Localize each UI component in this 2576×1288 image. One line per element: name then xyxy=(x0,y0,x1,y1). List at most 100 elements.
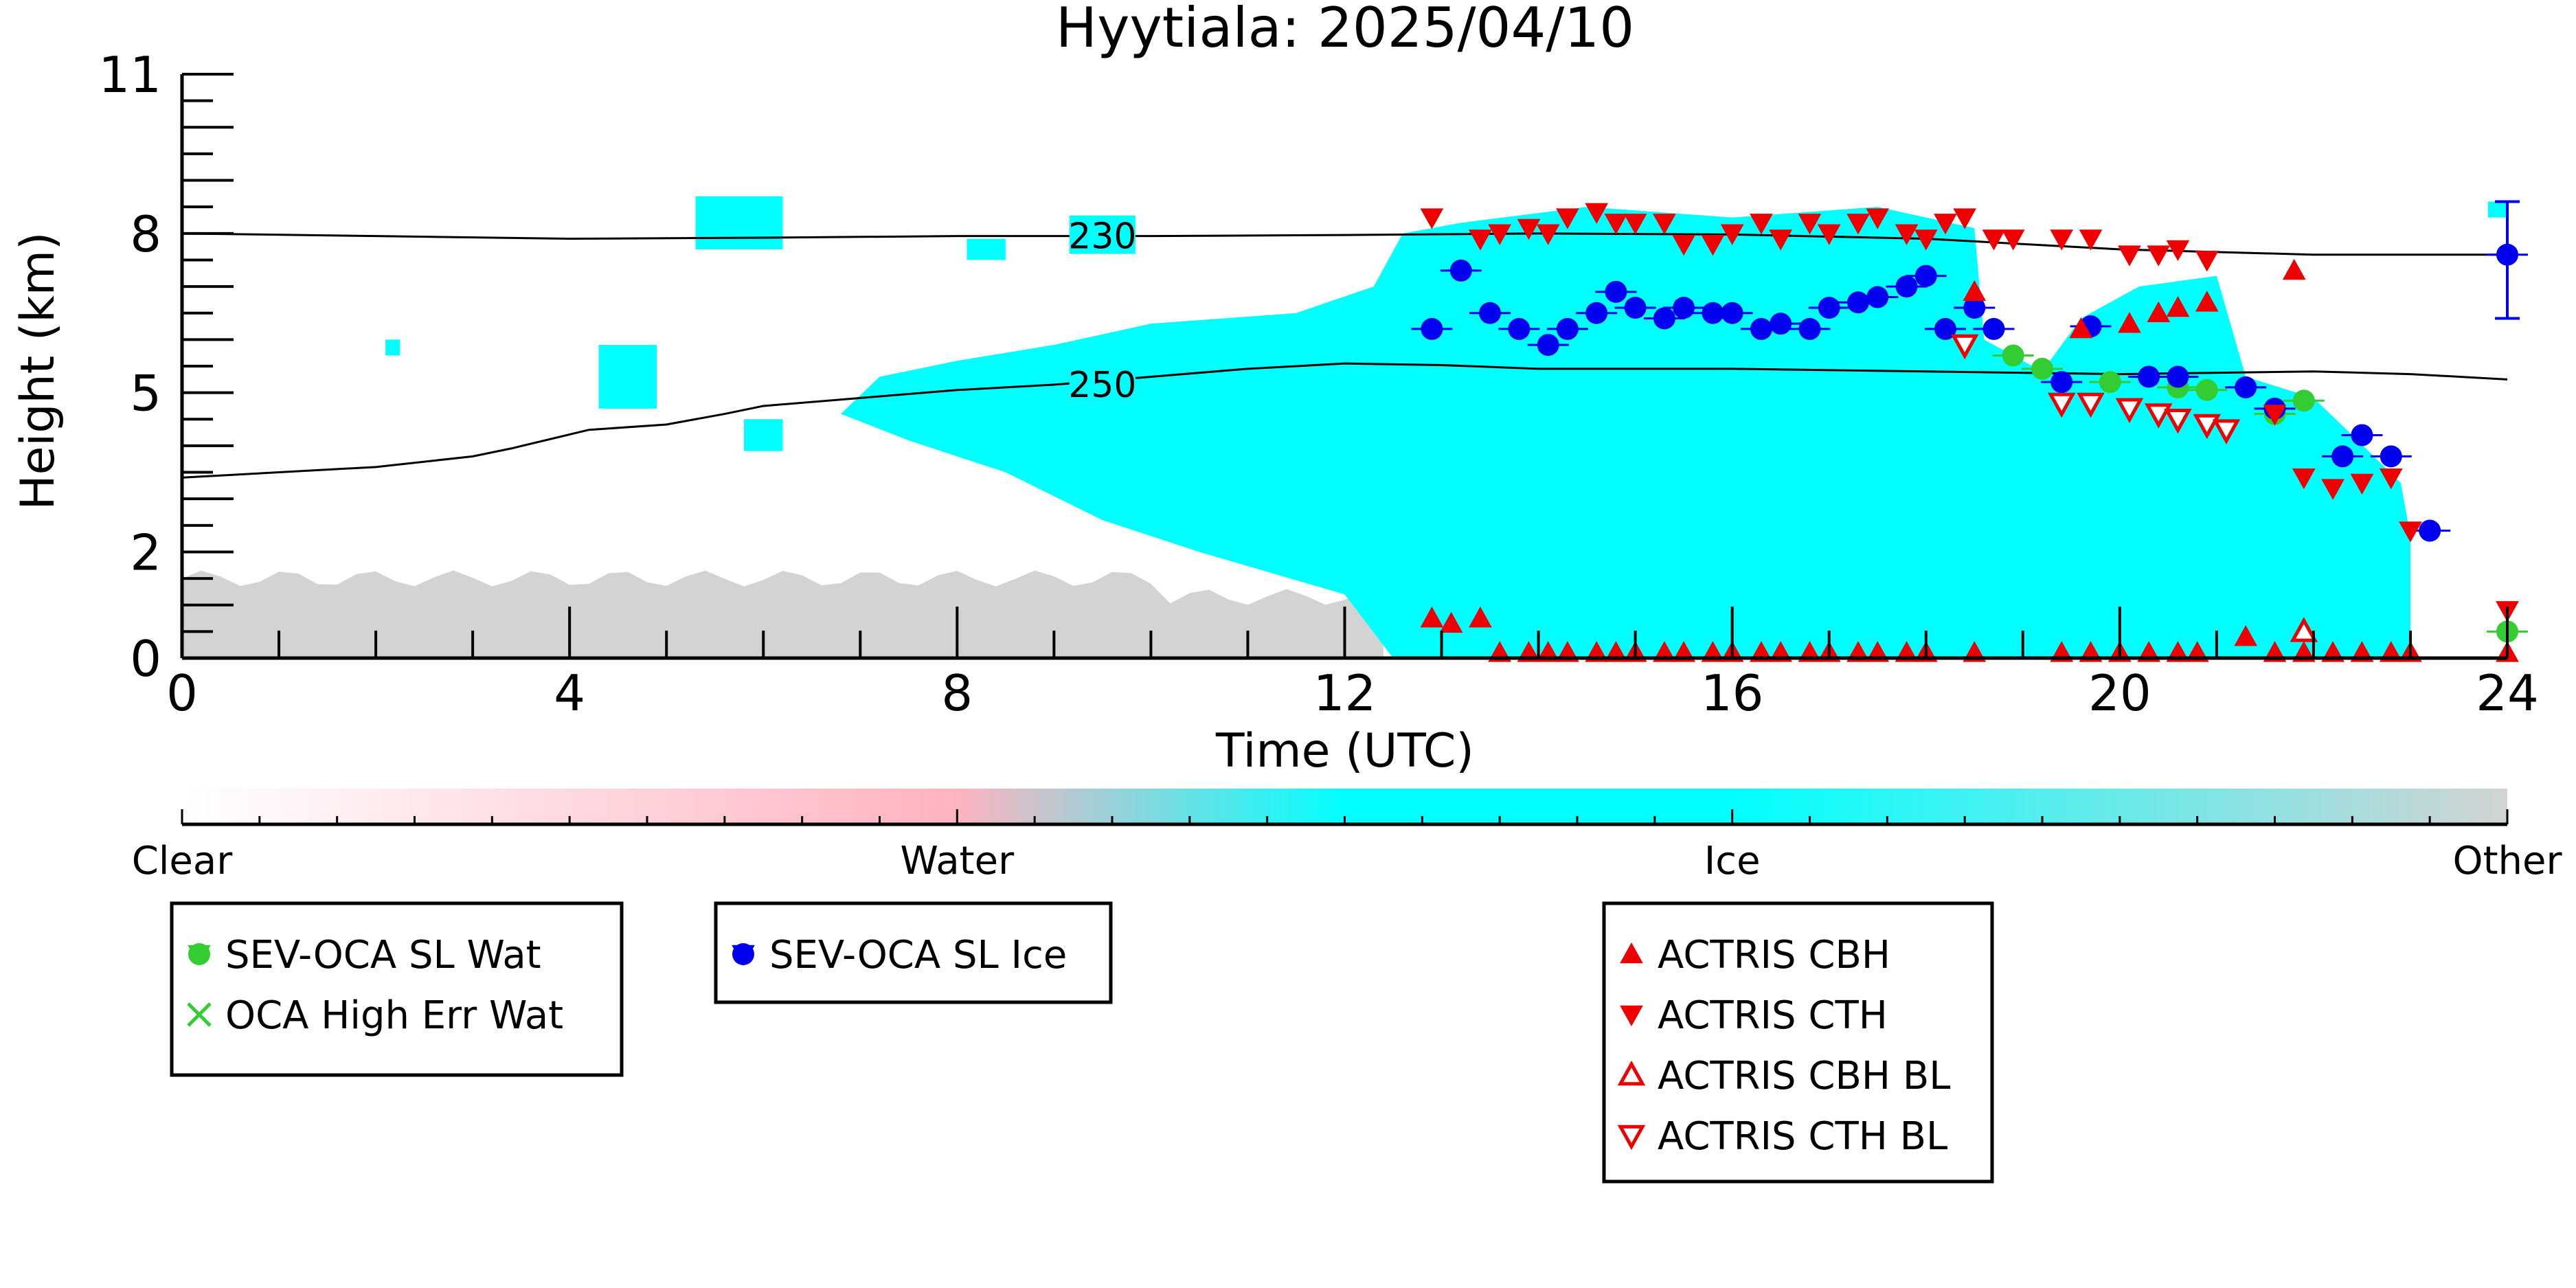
series-actris-cbh-bl xyxy=(2290,617,2318,642)
data-point xyxy=(1817,224,1841,245)
colorbar: Clear Water Ice Other xyxy=(132,789,2562,883)
ice-region xyxy=(841,207,2410,658)
data-point xyxy=(2399,521,2422,543)
legend-box-2: SEV-OCA SL Ice xyxy=(714,901,1113,1004)
data-point xyxy=(2282,258,2306,280)
data-point xyxy=(1556,317,1579,340)
data-point xyxy=(1556,208,1579,229)
data-point xyxy=(1914,264,1937,287)
data-point xyxy=(2235,376,2257,398)
data-point xyxy=(2047,392,2076,418)
data-point xyxy=(1818,297,1840,319)
data-point xyxy=(1770,313,1792,335)
data-point xyxy=(1624,297,1647,319)
data-point xyxy=(1653,214,1676,235)
data-point xyxy=(2195,291,2219,312)
colorbar-label: Ice xyxy=(1704,839,1761,883)
data-point xyxy=(1750,214,1773,235)
x-tick-label: 16 xyxy=(1701,664,1764,722)
legend-marker xyxy=(732,943,754,965)
data-point xyxy=(2321,479,2345,500)
data-point xyxy=(2050,371,2073,394)
x-tick-label: 0 xyxy=(166,664,198,722)
data-point xyxy=(2292,389,2315,412)
x-stroke xyxy=(187,1002,212,1027)
data-point xyxy=(2118,245,2141,267)
x-tick-label: 12 xyxy=(1313,664,1377,722)
data-point xyxy=(1469,229,1492,251)
legend-marker xyxy=(1620,1005,1643,1027)
legend-entry-text: OCA High Err Wat xyxy=(225,993,563,1038)
y-axis-label: Height (km) xyxy=(11,231,65,510)
data-point xyxy=(1769,229,1793,251)
isotherm-250 xyxy=(181,362,2508,479)
data-point xyxy=(1798,214,1822,235)
data-point xyxy=(1982,229,2006,251)
data-point xyxy=(1673,297,1695,319)
data-point xyxy=(2145,403,2173,429)
data-point xyxy=(2069,317,2093,339)
data-point xyxy=(2077,392,2105,418)
x-axis-label: Time (UTC) xyxy=(1215,724,1474,778)
legend-marker xyxy=(187,1002,212,1027)
data-point xyxy=(2147,245,2171,267)
data-point xyxy=(2099,371,2121,394)
isotherm-lines: 230 250 xyxy=(181,215,2508,479)
series-actris-cth-bl xyxy=(1950,334,2241,444)
data-point xyxy=(1420,208,1444,229)
data-point xyxy=(2351,424,2373,447)
data-point xyxy=(1866,286,1889,308)
isotherm-label-bg xyxy=(1069,215,1136,254)
data-point xyxy=(2380,445,2402,468)
data-point xyxy=(2212,419,2241,444)
axes: 0 2 5 8 11 0 4 8 12 16 20 24 xyxy=(98,46,2538,722)
colorbar-label: Water xyxy=(901,839,1015,883)
chart-title: Hyytiala: 2025/04/10 xyxy=(1056,0,1634,60)
data-point xyxy=(2166,295,2190,317)
legend-entry-text: ACTRIS CBH xyxy=(1658,933,1890,978)
data-point xyxy=(2379,468,2403,490)
data-point xyxy=(1479,302,1502,324)
isotherm-230 xyxy=(181,232,2507,256)
data-point xyxy=(2079,229,2103,251)
data-point xyxy=(1982,317,2005,340)
data-point xyxy=(1653,307,1675,330)
legend-box-1: SEV-OCA SL Wat OCA High Err Wat xyxy=(170,901,624,1077)
y-tick-label: 0 xyxy=(130,630,161,688)
series-sev-oca-sl-ice xyxy=(1411,243,2528,542)
x-tick-label: 4 xyxy=(554,664,585,722)
legend-marker xyxy=(188,943,210,965)
data-point xyxy=(1914,229,1938,251)
legend-marker xyxy=(1617,1125,1646,1151)
data-point xyxy=(2031,357,2053,380)
data-point xyxy=(1934,317,1956,340)
colorbar-label: Other xyxy=(2452,839,2562,883)
legend-entry-text: SEV-OCA SL Ice xyxy=(769,933,1067,978)
isotherm-label-bg xyxy=(1069,364,1136,403)
data-point xyxy=(2234,625,2258,646)
data-point xyxy=(2167,365,2189,388)
data-point xyxy=(1585,302,1608,324)
data-point xyxy=(2002,344,2024,367)
data-point xyxy=(2195,251,2219,272)
data-point xyxy=(1963,297,1986,319)
legend-entry-text: ACTRIS CBH BL xyxy=(1658,1054,1950,1098)
data-point xyxy=(1585,203,1609,224)
legend-frame xyxy=(170,901,624,1077)
data-point xyxy=(1536,224,1560,245)
data-point xyxy=(1847,291,1870,314)
ice-patch xyxy=(2487,201,2507,218)
ice-patch xyxy=(695,196,783,249)
ice-patch xyxy=(598,345,657,409)
legend-box-3: ACTRIS CBH ACTRIS CTH ACTRIS CBH BL ACTRIS … xyxy=(1602,901,1994,1184)
colorbar-label: Clear xyxy=(132,839,233,883)
data-point xyxy=(2147,301,2171,323)
legend-entry-text: SEV-OCA SL Wat xyxy=(225,933,541,978)
data-point xyxy=(1672,234,1695,256)
x-tick-label: 20 xyxy=(2088,664,2151,722)
data-point xyxy=(1537,334,1559,357)
legend-marker xyxy=(1617,1060,1646,1086)
data-point xyxy=(1449,259,1472,282)
data-point xyxy=(2193,414,2222,440)
